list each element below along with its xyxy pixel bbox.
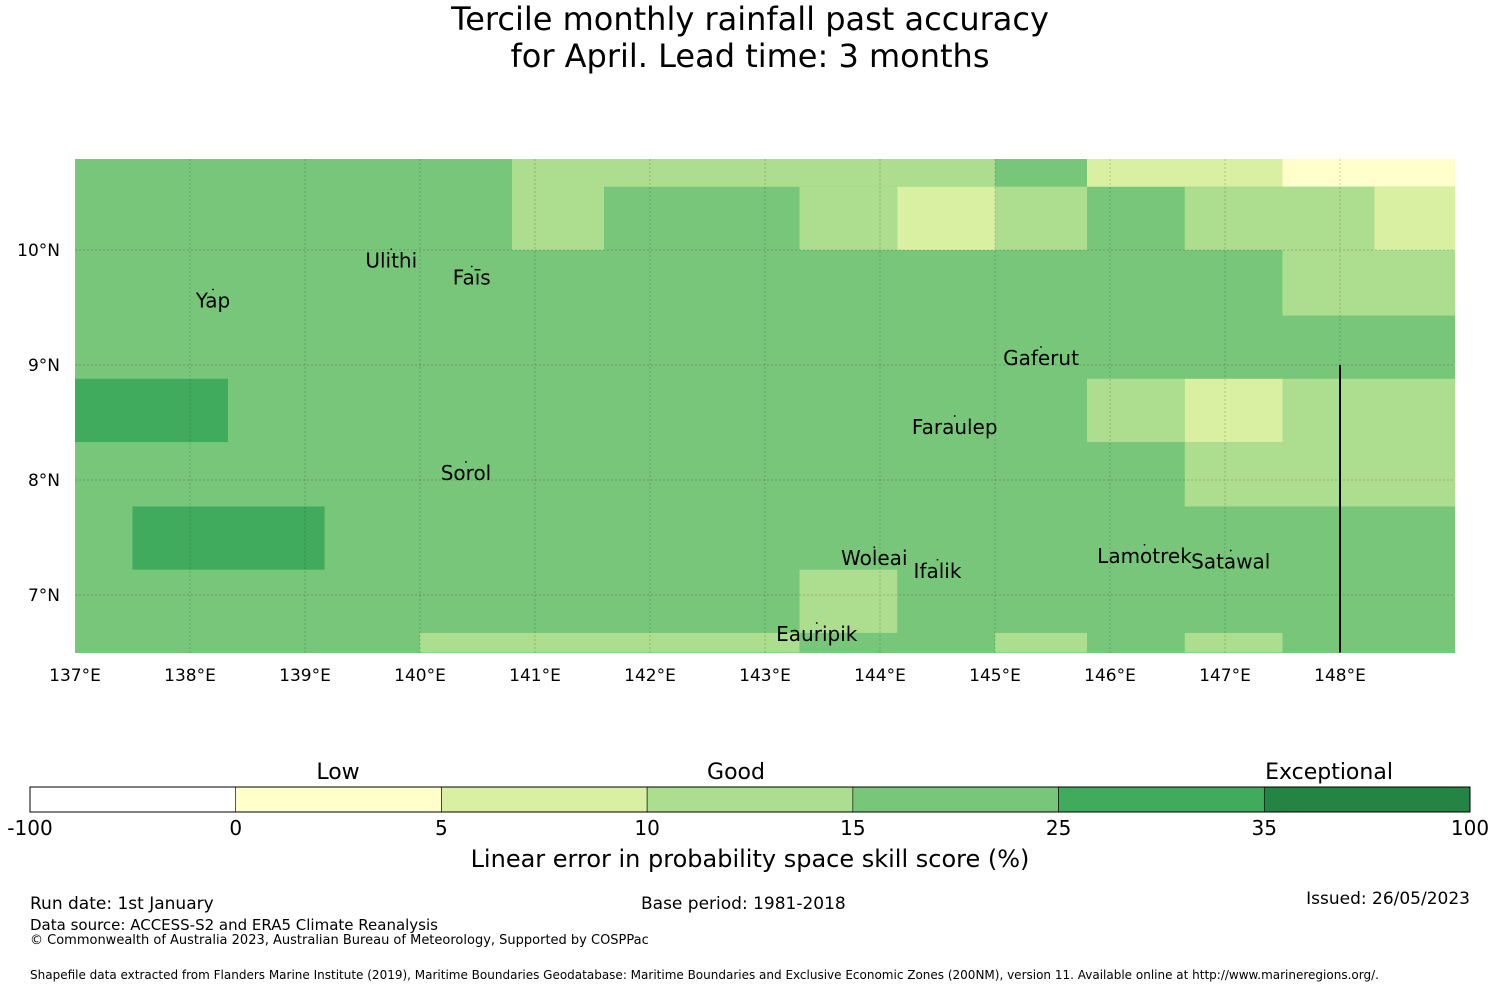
island-marker xyxy=(212,288,214,291)
skill-cell xyxy=(132,506,325,570)
island-marker xyxy=(815,622,818,624)
island-marker xyxy=(1143,543,1146,546)
place-label: Ulithi xyxy=(365,248,417,272)
skill-cell xyxy=(512,159,604,250)
place-label: Satawal xyxy=(1191,550,1270,574)
base-period: Base period: 1981-2018 xyxy=(641,894,846,914)
place-label: Lamotrek xyxy=(1097,544,1192,568)
colorbar-label: Linear error in probability space skill … xyxy=(470,845,1030,873)
lat-tick-label: 9°N xyxy=(28,356,60,376)
lon-tick-label: 140°E xyxy=(394,666,446,686)
place-label: Faraulep xyxy=(912,415,998,439)
colorbar-bin xyxy=(852,786,1059,813)
skill-cells xyxy=(75,159,1455,653)
lon-tick-label: 146°E xyxy=(1084,666,1136,686)
lat-tick-label: 7°N xyxy=(28,586,60,606)
lon-tick-label: 137°E xyxy=(49,666,101,686)
colorbar-tick-label: -100 xyxy=(7,816,52,840)
island-marker xyxy=(465,461,467,463)
lon-tick-label: 138°E xyxy=(164,666,216,686)
lon-tick-label: 147°E xyxy=(1199,666,1251,686)
colorbar-bin xyxy=(1263,786,1471,813)
island-marker xyxy=(1229,549,1232,552)
copyright: © Commonwealth of Australia 2023, Austra… xyxy=(30,933,649,948)
lon-tick-label: 144°E xyxy=(854,666,906,686)
skill-cell xyxy=(995,159,1087,187)
place-labels: Ulithi Faīs Yap Gaferut Faraulep Sorol WoleaiI… xyxy=(195,248,1271,646)
lon-tick-label: 148°E xyxy=(1314,666,1366,686)
place-label: Gaferut xyxy=(1003,346,1079,370)
colorbar-bin xyxy=(29,786,237,813)
skill-cell xyxy=(1087,159,1283,187)
island-marker xyxy=(936,558,939,561)
skill-cell xyxy=(1282,159,1455,187)
skill-cell xyxy=(420,632,800,653)
category-exceptional: Exceptional xyxy=(1265,760,1393,785)
category-good: Good xyxy=(707,760,765,785)
skill-cell xyxy=(1374,186,1455,250)
colorbar-bin xyxy=(235,786,442,813)
colorbar-tick-label: 100 xyxy=(1451,816,1489,840)
colorbar: -100 0 5 10 15 25 35 100 xyxy=(7,786,1489,840)
skill-cell xyxy=(799,569,898,633)
run-date: Run date: 1st January xyxy=(30,894,214,914)
island-marker xyxy=(1040,346,1042,348)
graticule xyxy=(75,159,1455,653)
lat-tick-label: 10°N xyxy=(17,241,60,261)
lon-tick-label: 143°E xyxy=(739,666,791,686)
colorbar-tick-label: 25 xyxy=(1046,816,1071,840)
skill-cell xyxy=(1184,632,1283,653)
skill-cell xyxy=(897,186,995,250)
island-marker xyxy=(873,546,876,548)
lon-tick-label: 141°E xyxy=(509,666,561,686)
place-label: Woleai xyxy=(841,546,908,570)
colorbar-frame xyxy=(29,786,1471,813)
colorbar-tick-label: 10 xyxy=(634,816,659,840)
skill-cell xyxy=(1282,250,1455,316)
skill-cell xyxy=(75,378,228,443)
data-source: Data source: ACCESS-S2 and ERA5 Climate … xyxy=(30,916,438,934)
colorbar-tick-label: 35 xyxy=(1252,816,1277,840)
lon-tick-label: 145°E xyxy=(969,666,1021,686)
colorbar-tick-label: 5 xyxy=(435,816,448,840)
skill-cell xyxy=(1282,378,1455,443)
place-label: Yap xyxy=(195,289,230,313)
lat-tick-label: 8°N xyxy=(28,471,60,491)
axis-ticks: 137°E 138°E 139°E 140°E 141°E 142°E 143°E 144°E… xyxy=(17,241,1366,686)
lon-tick-label: 142°E xyxy=(624,666,676,686)
island-marker xyxy=(390,248,393,251)
island-marker xyxy=(953,415,956,417)
colorbar-bin xyxy=(1058,786,1265,813)
place-label: Faīs xyxy=(453,266,491,290)
lon-tick-label: 139°E xyxy=(279,666,331,686)
category-low: Low xyxy=(316,760,360,785)
shapefile-credit: Shapefile data extracted from Flanders M… xyxy=(30,968,1379,982)
place-label: Eauripik xyxy=(776,622,858,646)
colorbar-bin xyxy=(646,786,854,813)
skill-cell xyxy=(995,632,1087,653)
map-title-line-2: for April. Lead time: 3 months xyxy=(510,37,990,75)
skill-cell xyxy=(1184,378,1283,443)
island-marker xyxy=(470,265,473,268)
colorbar-tick-label: 0 xyxy=(229,816,242,840)
skill-cell xyxy=(1184,186,1375,250)
place-label: Sorol xyxy=(441,461,492,485)
skill-cell xyxy=(995,186,1087,250)
skill-cell xyxy=(799,186,898,250)
skill-cell xyxy=(1087,378,1185,443)
colorbar-tick-label: 15 xyxy=(840,816,865,840)
colorbar-bin xyxy=(441,786,648,813)
place-label: Ifalik xyxy=(914,559,962,583)
issued-date: Issued: 26/05/2023 xyxy=(1306,889,1470,909)
map-title-line-1: Tercile monthly rainfall past accuracy xyxy=(451,0,1049,38)
skill-cell xyxy=(1184,442,1455,507)
